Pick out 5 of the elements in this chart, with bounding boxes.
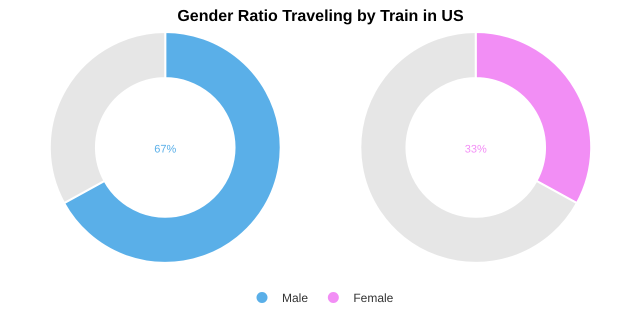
chart-title: Gender Ratio Traveling by Train in US bbox=[177, 8, 464, 25]
text: 67% bbox=[154, 143, 176, 156]
text: 33% bbox=[464, 143, 487, 156]
legend-label: Male bbox=[282, 291, 308, 306]
legend-label: Female bbox=[353, 291, 394, 306]
